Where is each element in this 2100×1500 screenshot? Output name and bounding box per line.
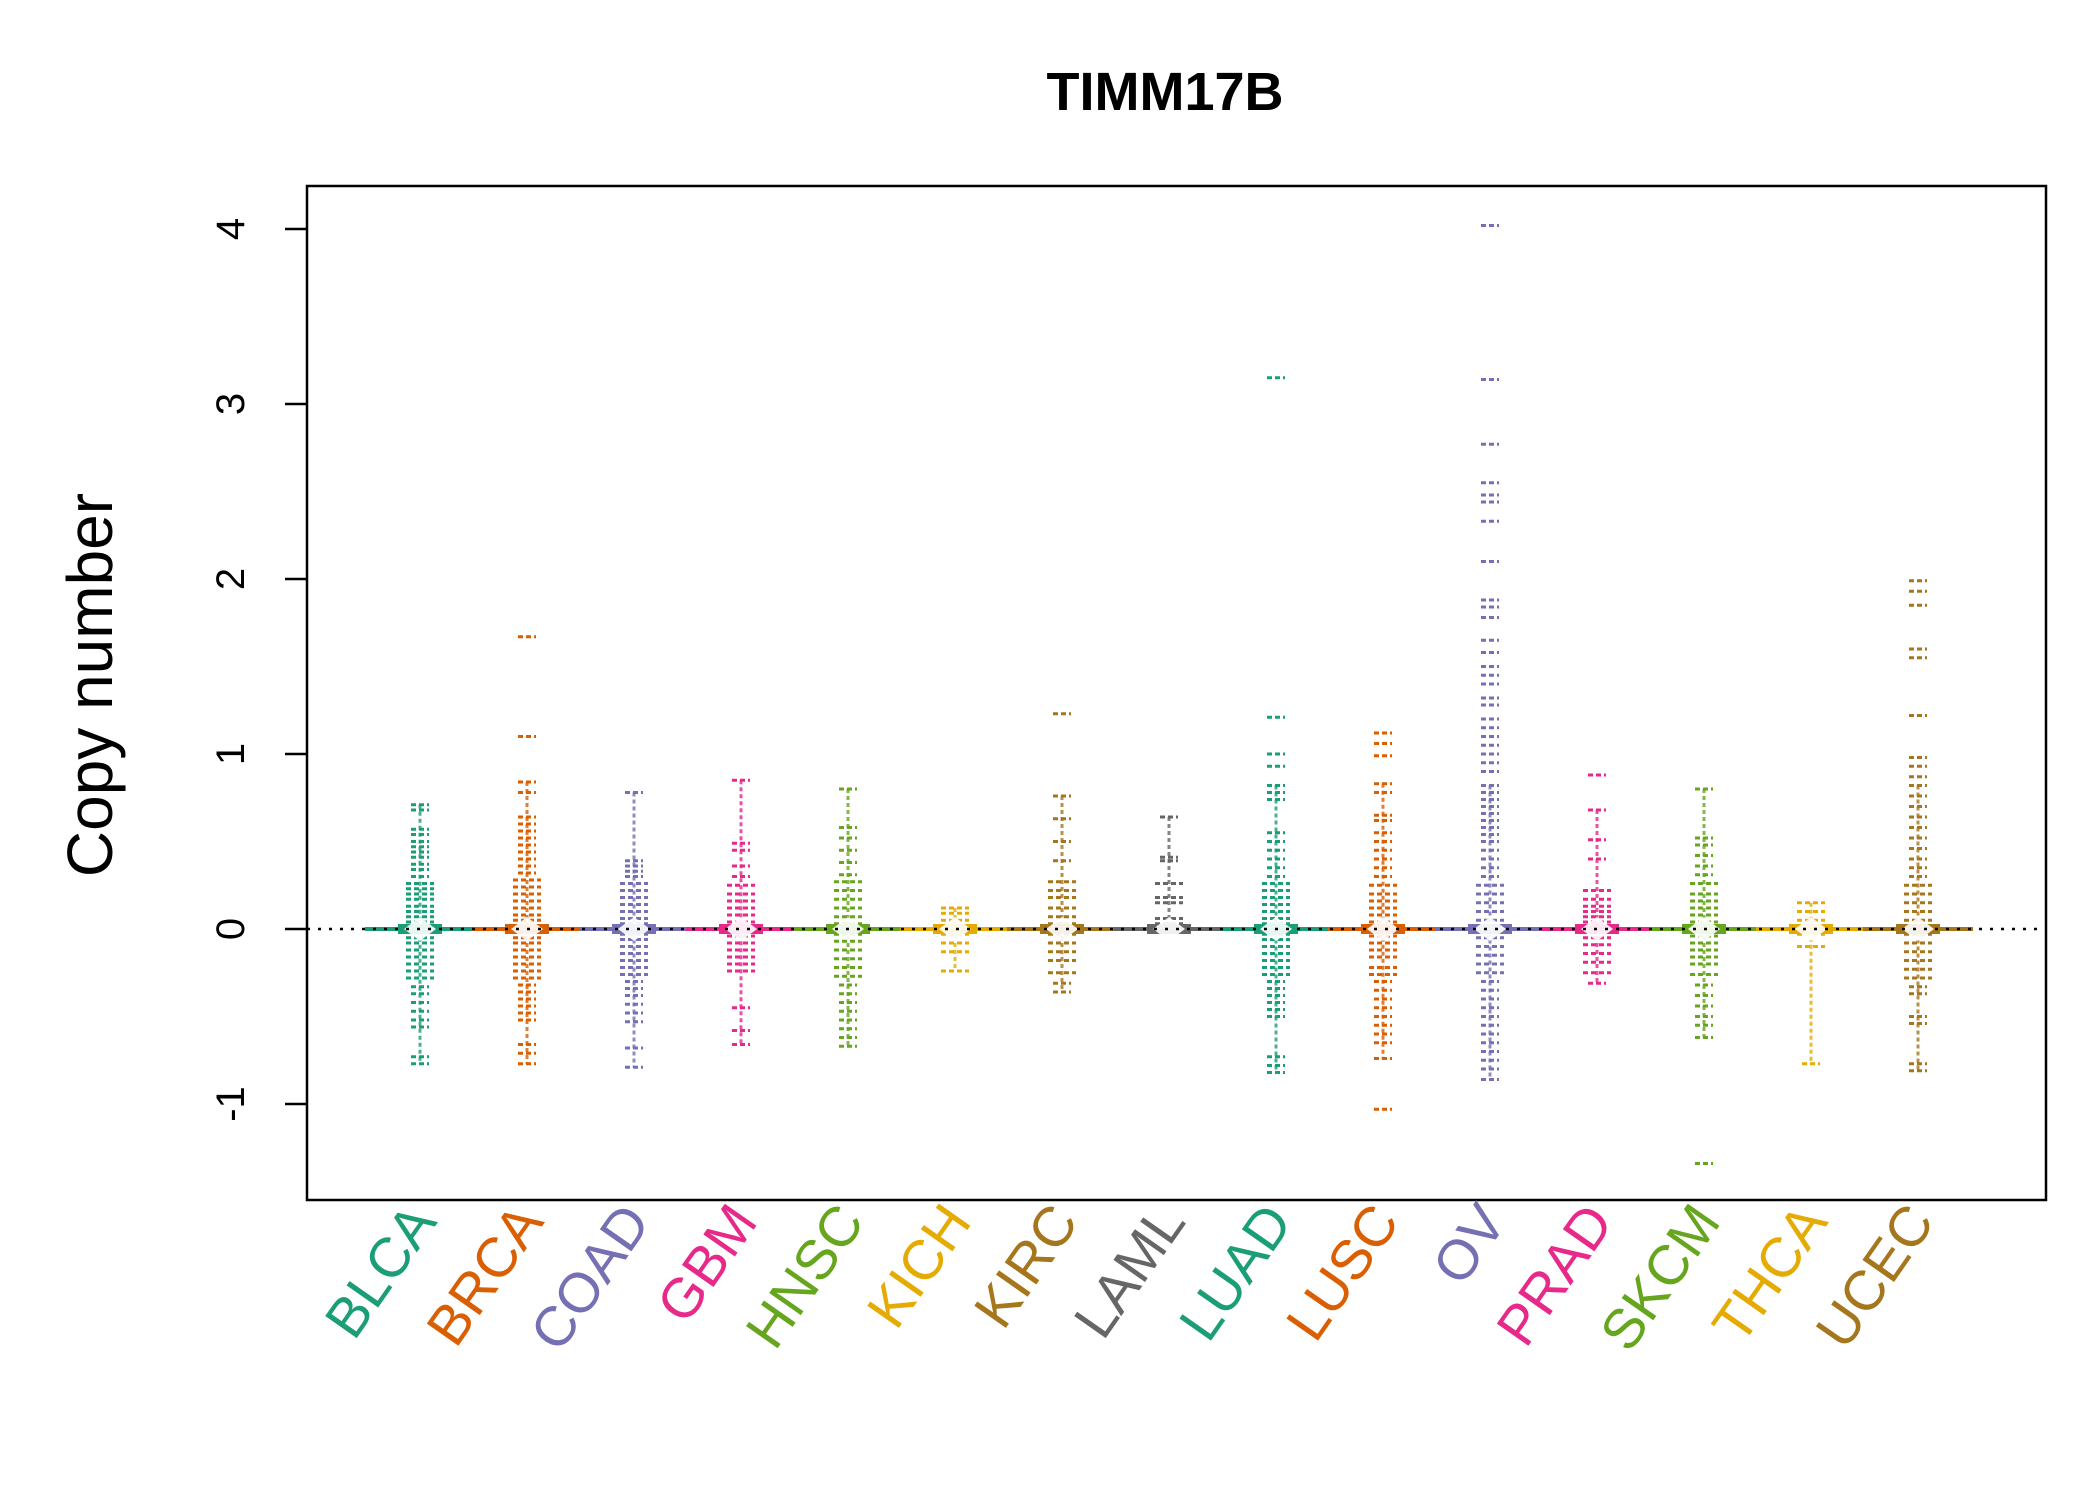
y-tick-label: 0: [209, 918, 253, 940]
y-tick-label: 4: [209, 218, 253, 240]
median-marker: [1046, 917, 1078, 941]
series-brca: [472, 635, 582, 1066]
chart-title: TIMM17B: [1046, 62, 1283, 122]
y-tick-label: 1: [209, 743, 253, 765]
plot-frame: [305, 184, 2048, 1202]
x-tick-label: LAML: [1061, 1193, 1197, 1349]
y-tick-label: 2: [209, 568, 253, 590]
series-kirc: [1007, 712, 1117, 994]
median-marker: [1474, 917, 1506, 941]
series-luad: [1221, 376, 1331, 1074]
series-skcm: [1649, 787, 1759, 1165]
median-marker: [1367, 917, 1399, 941]
x-tick-label: UCEC: [1803, 1193, 1946, 1359]
median-marker: [618, 917, 650, 941]
x-tick-label: LUAD: [1167, 1193, 1304, 1352]
y-tick-label: 3: [209, 393, 253, 415]
median-marker: [939, 917, 971, 941]
series-laml: [1114, 815, 1224, 941]
series-hnsc: [793, 787, 903, 1048]
series-prad: [1542, 773, 1652, 985]
series-kich: [900, 906, 1010, 973]
median-marker: [1902, 917, 1934, 941]
y-tick-label: -1: [209, 1086, 253, 1122]
plot-marks: [365, 224, 1973, 1165]
median-marker: [1795, 917, 1827, 941]
x-tick-label: OV: [1420, 1192, 1518, 1295]
series-ucec: [1863, 579, 1973, 1073]
y-axis-label: Copy number: [54, 493, 126, 877]
y-axis: -1 0 1 2 3 4: [209, 218, 307, 1122]
series-blca: [365, 803, 475, 1066]
median-marker: [1153, 917, 1185, 941]
series-lusc: [1328, 731, 1438, 1111]
series-ov: [1435, 224, 1545, 1081]
x-tick-label: LUSC: [1274, 1193, 1411, 1352]
series-thca: [1756, 901, 1866, 1066]
series-gbm: [686, 778, 796, 1046]
x-tick-label: HNSC: [733, 1193, 876, 1359]
x-tick-label: KICH: [854, 1193, 982, 1339]
median-marker: [725, 917, 757, 941]
